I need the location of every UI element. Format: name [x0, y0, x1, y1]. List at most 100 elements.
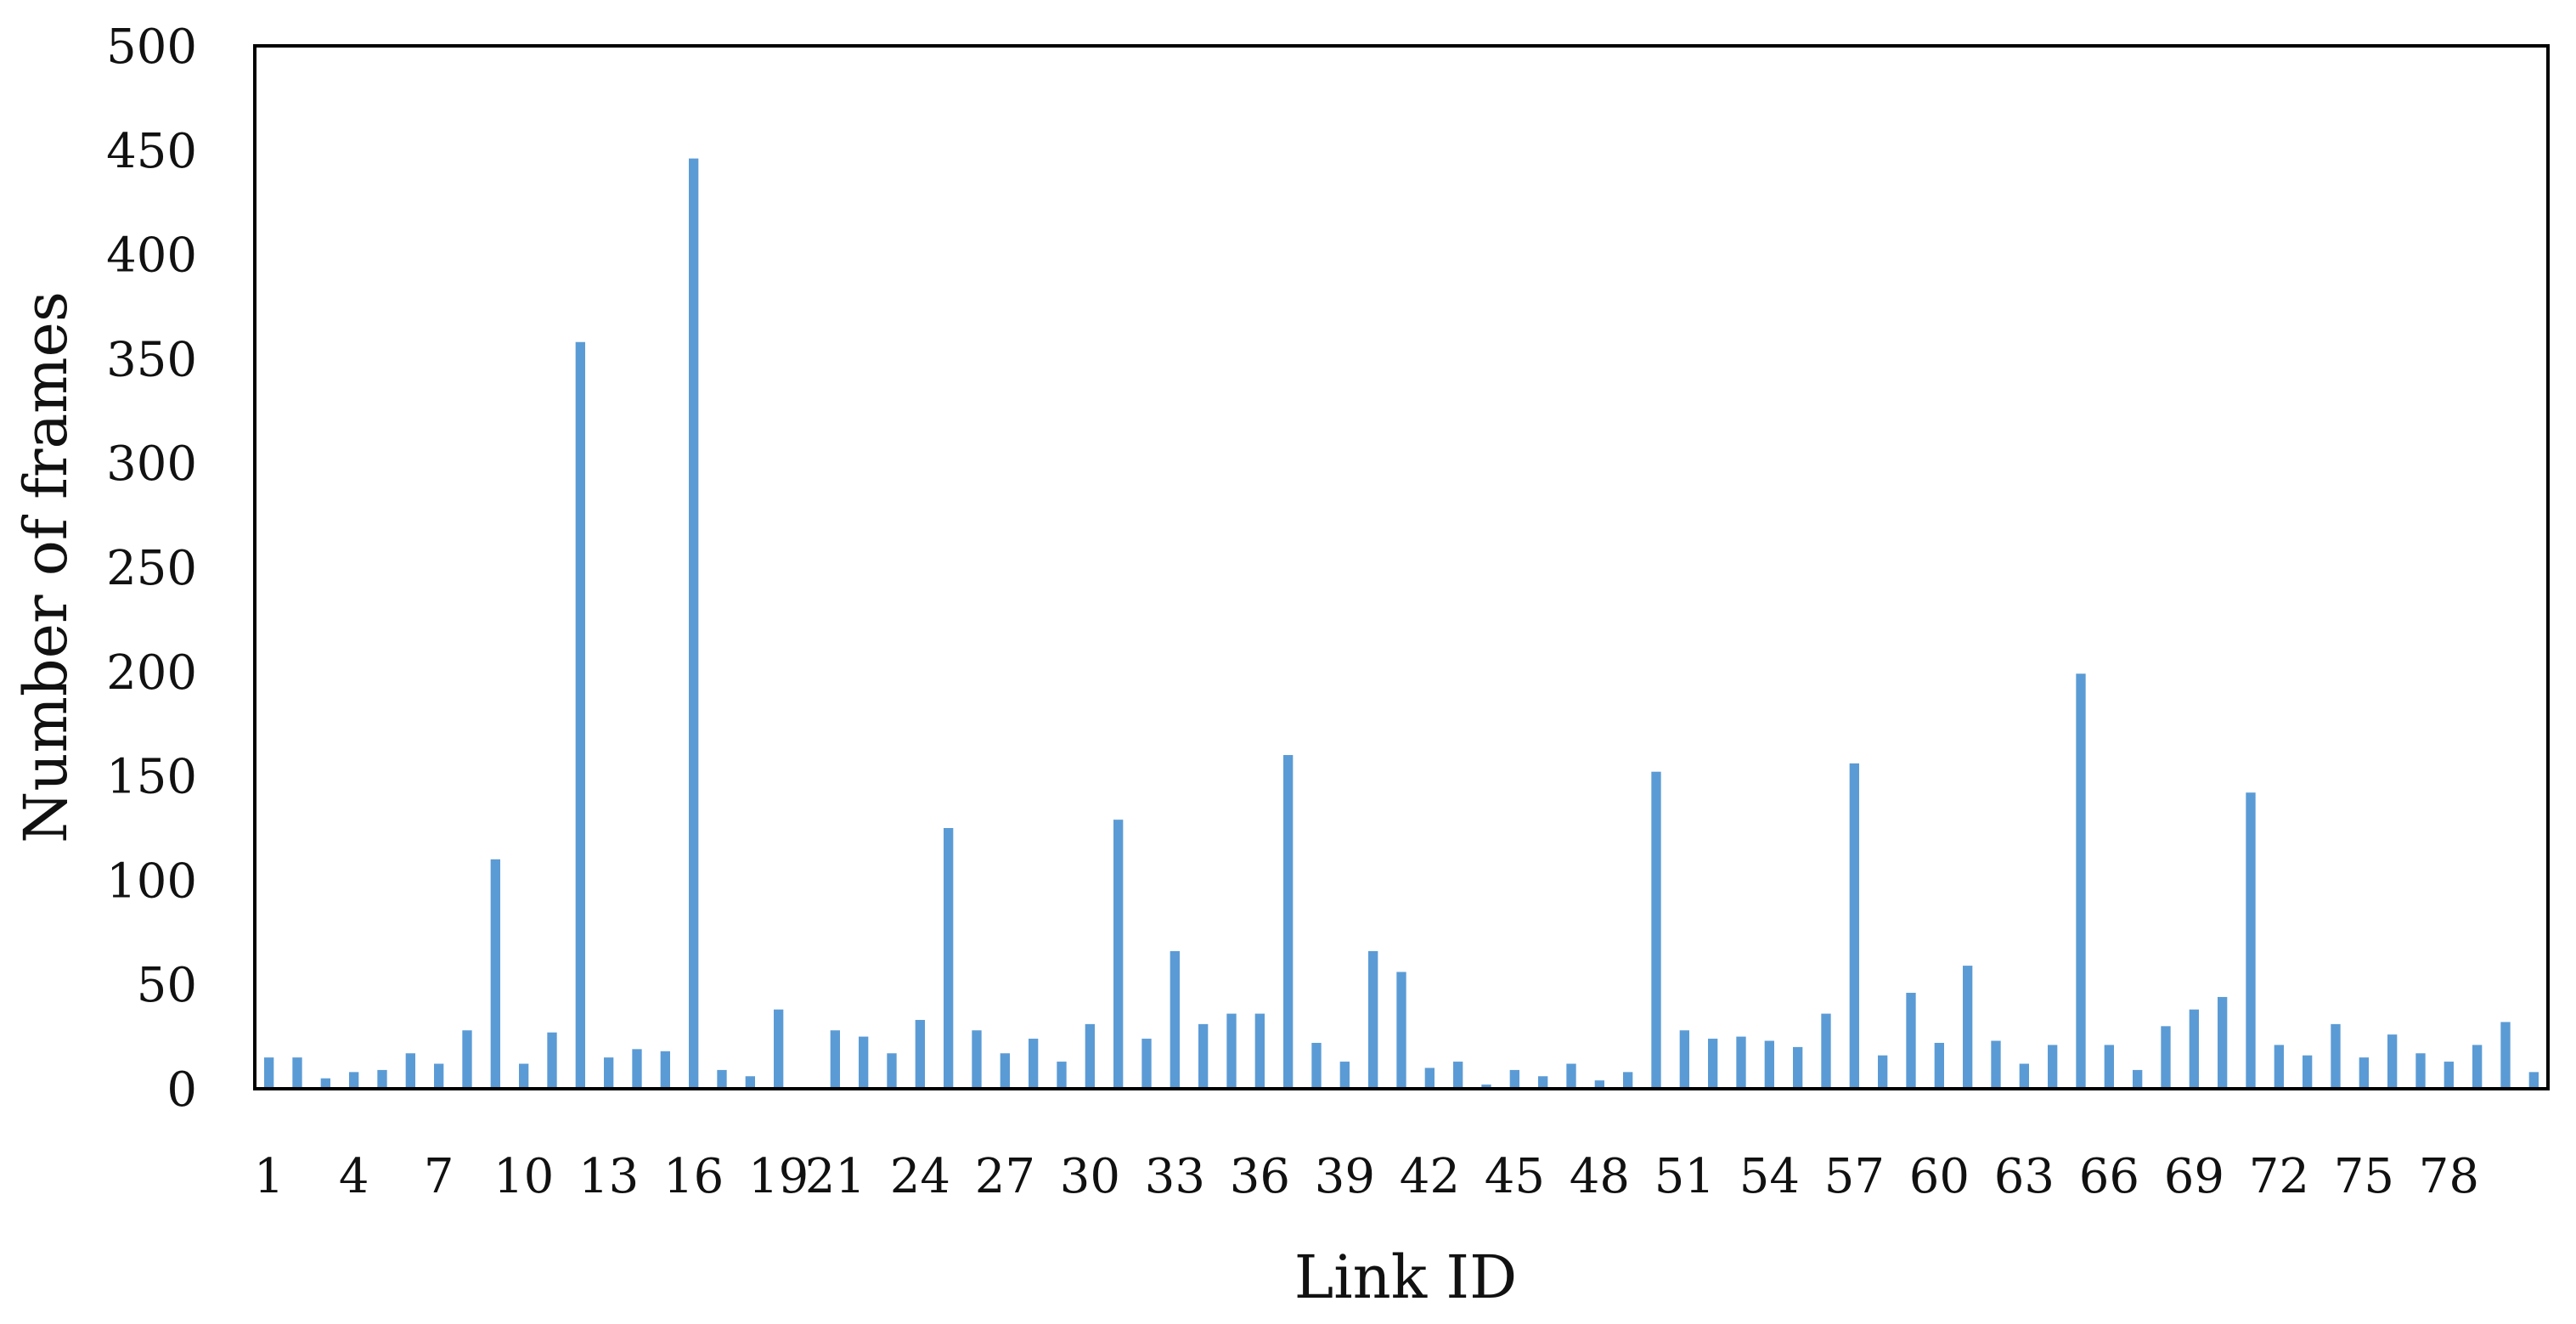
- bar: [2303, 1055, 2313, 1089]
- bar: [405, 1053, 415, 1089]
- bar: [830, 1030, 840, 1089]
- bar: [660, 1051, 670, 1089]
- bar: [547, 1032, 557, 1089]
- y-tick-label: 250: [106, 541, 197, 596]
- bar: [745, 1076, 755, 1089]
- x-tick-label: 51: [1654, 1149, 1715, 1204]
- plot-frame: [253, 44, 2550, 1090]
- y-axis-title: Number of frames: [11, 291, 81, 843]
- bar: [2415, 1053, 2426, 1089]
- y-axis-ticks: 0 50 100 150 200 250 300 350 400 450 500: [106, 20, 197, 1118]
- x-tick-label: 39: [1315, 1149, 1375, 1204]
- bar: [2274, 1045, 2284, 1089]
- bar: [1141, 1039, 1152, 1089]
- bar: [1509, 1069, 1519, 1089]
- bar: [264, 1057, 274, 1089]
- x-tick-label: 7: [424, 1149, 454, 1204]
- x-tick-label: 60: [1909, 1149, 1970, 1204]
- x-tick-label: 10: [493, 1149, 554, 1204]
- x-tick-label: 42: [1400, 1149, 1460, 1204]
- bar: [887, 1053, 897, 1089]
- x-tick-label: 63: [1994, 1149, 2055, 1204]
- y-tick-label: 350: [106, 332, 197, 387]
- bar: [2472, 1045, 2483, 1089]
- bar: [2133, 1069, 2143, 1089]
- bar: [2104, 1045, 2114, 1089]
- bar: [1424, 1068, 1435, 1089]
- x-tick-label: 13: [578, 1149, 639, 1204]
- bar: [604, 1057, 614, 1089]
- x-tick-label: 30: [1060, 1149, 1120, 1204]
- x-tick-label: 78: [2419, 1149, 2479, 1204]
- bar: [2161, 1026, 2171, 1089]
- y-tick-label: 50: [137, 958, 197, 1013]
- y-tick-label: 300: [106, 437, 197, 492]
- bar: [972, 1030, 982, 1089]
- bar: [1538, 1076, 1548, 1089]
- bar: [1057, 1062, 1067, 1089]
- bar: [1821, 1013, 1831, 1089]
- bar: [1651, 771, 1661, 1089]
- bar: [1934, 1042, 1944, 1089]
- x-tick-label: 4: [339, 1149, 369, 1204]
- bar: [1736, 1036, 1746, 1089]
- bar: [1396, 972, 1406, 1089]
- bar: [1594, 1080, 1604, 1089]
- bar: [1708, 1039, 1718, 1089]
- bar: [1254, 1013, 1265, 1089]
- x-tick-label: 45: [1485, 1149, 1545, 1204]
- x-tick-label: 48: [1570, 1149, 1630, 1204]
- bar: [915, 1019, 925, 1089]
- bar: [1679, 1030, 1689, 1089]
- bar: [1623, 1072, 1633, 1089]
- y-tick-label: 450: [106, 124, 197, 179]
- bar: [434, 1063, 444, 1089]
- bar: [2218, 996, 2228, 1089]
- bar: [2444, 1062, 2454, 1089]
- bar: [519, 1063, 529, 1089]
- bar: [1991, 1040, 2001, 1089]
- bar: [1226, 1013, 1237, 1089]
- x-tick-label: 54: [1739, 1149, 1800, 1204]
- x-tick-label: 16: [663, 1149, 724, 1204]
- x-tick-label: 72: [2249, 1149, 2309, 1204]
- bar: [2048, 1045, 2058, 1089]
- bar: [1000, 1053, 1010, 1089]
- y-tick-label: 100: [106, 854, 197, 909]
- x-tick-label: 19: [748, 1149, 809, 1204]
- bar: [859, 1036, 869, 1089]
- bar: [490, 859, 500, 1089]
- x-tick-label: 75: [2334, 1149, 2394, 1204]
- bar: [689, 158, 699, 1089]
- x-axis-title: Link ID: [1294, 1242, 1517, 1312]
- bar: [377, 1069, 387, 1089]
- bar: [1311, 1042, 1322, 1089]
- bar: [1368, 950, 1378, 1089]
- bar: [717, 1069, 727, 1089]
- bar: [1453, 1062, 1463, 1089]
- bar: [2387, 1034, 2398, 1089]
- bar: [1906, 993, 1916, 1089]
- x-tick-label: 27: [975, 1149, 1035, 1204]
- y-tick-label: 150: [106, 750, 197, 805]
- y-tick-label: 0: [166, 1062, 197, 1118]
- y-tick-label: 400: [106, 228, 197, 284]
- bar: [1481, 1085, 1491, 1089]
- bar: [1283, 755, 1294, 1089]
- x-tick-label: 33: [1145, 1149, 1205, 1204]
- x-tick-label: 24: [890, 1149, 950, 1204]
- bar: [1849, 763, 1859, 1089]
- bar: [2076, 673, 2086, 1089]
- bar: [632, 1049, 642, 1089]
- bar: [1793, 1046, 1803, 1089]
- bar: [1029, 1039, 1039, 1089]
- x-tick-label: 69: [2164, 1149, 2224, 1204]
- bar: [944, 828, 954, 1089]
- bar: [1198, 1023, 1209, 1089]
- bar: [2359, 1057, 2369, 1089]
- bar: [462, 1030, 472, 1089]
- bar: [1339, 1062, 1350, 1089]
